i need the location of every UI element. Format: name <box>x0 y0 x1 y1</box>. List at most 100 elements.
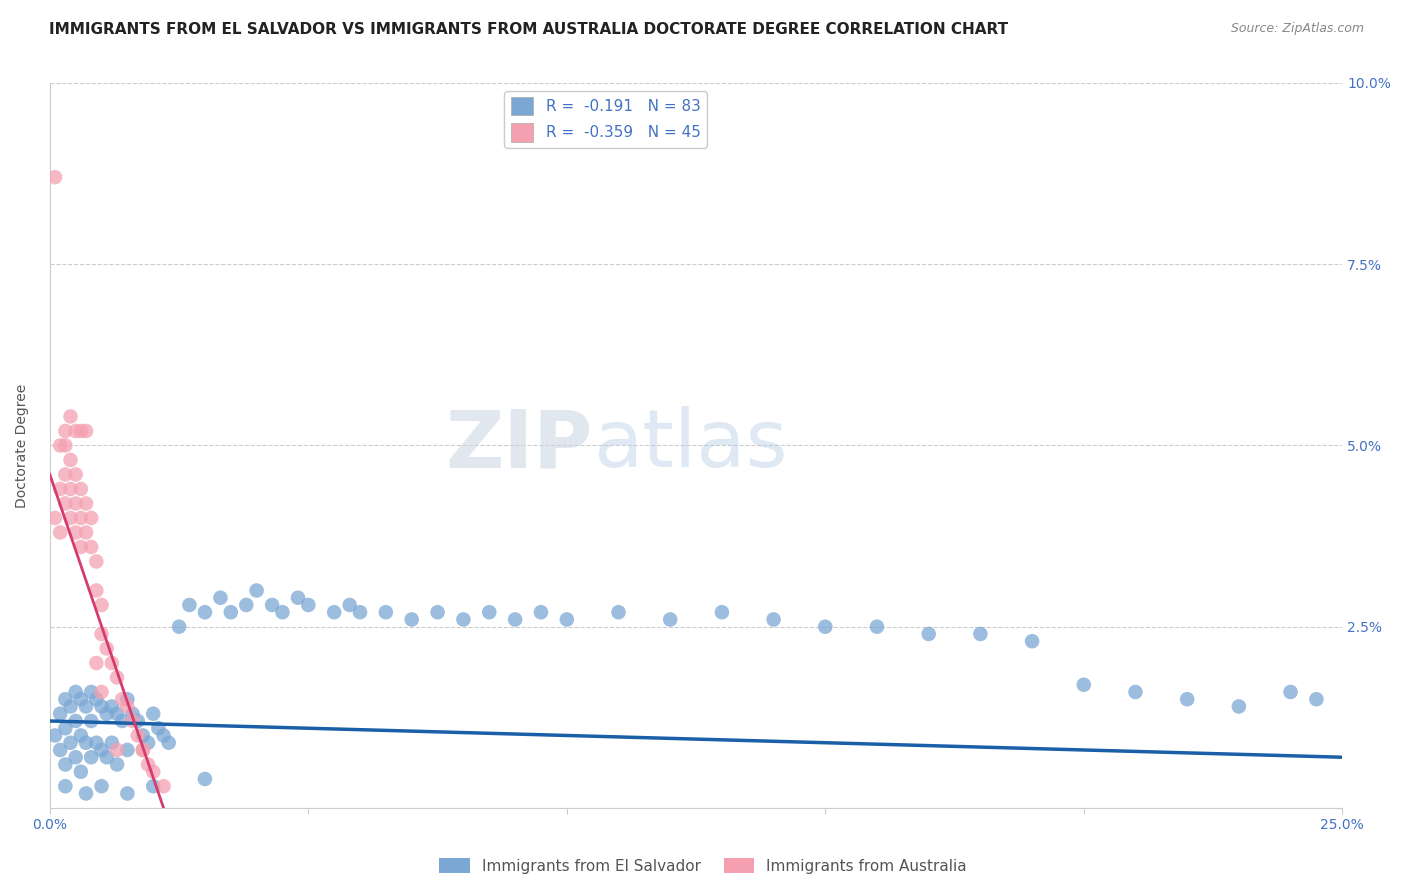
Point <box>127 714 149 728</box>
Point <box>117 743 139 757</box>
Point <box>70 482 93 496</box>
Point <box>1305 692 1327 706</box>
Point <box>152 779 174 793</box>
Point <box>70 511 93 525</box>
Point <box>918 627 941 641</box>
Point <box>117 699 139 714</box>
Point <box>80 685 103 699</box>
Point <box>44 511 66 525</box>
Point <box>53 496 76 510</box>
Point <box>349 605 371 619</box>
Point <box>157 736 180 750</box>
Point <box>86 656 108 670</box>
Point <box>49 706 72 721</box>
Point <box>65 750 87 764</box>
Point <box>49 438 72 452</box>
Point <box>59 511 82 525</box>
Legend: Immigrants from El Salvador, Immigrants from Australia: Immigrants from El Salvador, Immigrants … <box>433 852 973 880</box>
Point <box>1175 692 1198 706</box>
Point <box>90 598 112 612</box>
Point <box>194 772 217 786</box>
Point <box>426 605 449 619</box>
Point <box>1227 699 1250 714</box>
Point <box>111 714 134 728</box>
Point <box>101 736 124 750</box>
Point <box>75 496 97 510</box>
Point <box>59 409 82 424</box>
Point <box>179 598 201 612</box>
Point <box>80 750 103 764</box>
Point <box>44 170 66 185</box>
Point <box>80 511 103 525</box>
Point <box>53 438 76 452</box>
Point <box>75 525 97 540</box>
Point <box>814 620 837 634</box>
Point <box>96 641 118 656</box>
Point <box>969 627 991 641</box>
Point <box>65 467 87 482</box>
Point <box>90 627 112 641</box>
Point <box>1279 685 1302 699</box>
Point <box>866 620 889 634</box>
Point <box>90 743 112 757</box>
Point <box>659 612 682 626</box>
Point <box>339 598 361 612</box>
Point <box>80 540 103 554</box>
Point <box>49 743 72 757</box>
Point <box>75 736 97 750</box>
Text: IMMIGRANTS FROM EL SALVADOR VS IMMIGRANTS FROM AUSTRALIA DOCTORATE DEGREE CORREL: IMMIGRANTS FROM EL SALVADOR VS IMMIGRANT… <box>49 22 1008 37</box>
Point <box>453 612 475 626</box>
Point <box>44 729 66 743</box>
Point <box>132 743 155 757</box>
Point <box>297 598 319 612</box>
Point <box>152 729 174 743</box>
Point <box>65 525 87 540</box>
Point <box>90 699 112 714</box>
Point <box>219 605 242 619</box>
Point <box>117 692 139 706</box>
Point <box>90 779 112 793</box>
Point <box>101 656 124 670</box>
Point <box>70 424 93 438</box>
Point <box>167 620 190 634</box>
Point <box>75 699 97 714</box>
Point <box>117 787 139 801</box>
Point <box>607 605 630 619</box>
Point <box>530 605 553 619</box>
Point <box>478 605 501 619</box>
Point <box>148 721 170 735</box>
Point <box>59 482 82 496</box>
Point <box>65 496 87 510</box>
Point <box>86 736 108 750</box>
Point <box>132 743 155 757</box>
Point <box>53 779 76 793</box>
Point <box>65 685 87 699</box>
Point <box>1125 685 1147 699</box>
Point <box>90 685 112 699</box>
Point <box>762 612 785 626</box>
Point <box>49 525 72 540</box>
Point <box>374 605 396 619</box>
Point <box>235 598 257 612</box>
Point <box>132 729 155 743</box>
Point <box>96 750 118 764</box>
Point <box>59 453 82 467</box>
Point <box>121 706 143 721</box>
Point <box>75 424 97 438</box>
Point <box>142 706 165 721</box>
Point <box>86 583 108 598</box>
Point <box>65 424 87 438</box>
Y-axis label: Doctorate Degree: Doctorate Degree <box>15 384 30 508</box>
Point <box>70 764 93 779</box>
Point <box>246 583 269 598</box>
Legend: R =  -0.191   N = 83, R =  -0.359   N = 45: R = -0.191 N = 83, R = -0.359 N = 45 <box>505 91 707 148</box>
Point <box>86 554 108 568</box>
Point <box>105 743 128 757</box>
Text: Source: ZipAtlas.com: Source: ZipAtlas.com <box>1230 22 1364 36</box>
Point <box>70 729 93 743</box>
Point <box>96 706 118 721</box>
Text: atlas: atlas <box>593 407 787 484</box>
Point <box>287 591 309 605</box>
Point <box>65 714 87 728</box>
Text: ZIP: ZIP <box>446 407 593 484</box>
